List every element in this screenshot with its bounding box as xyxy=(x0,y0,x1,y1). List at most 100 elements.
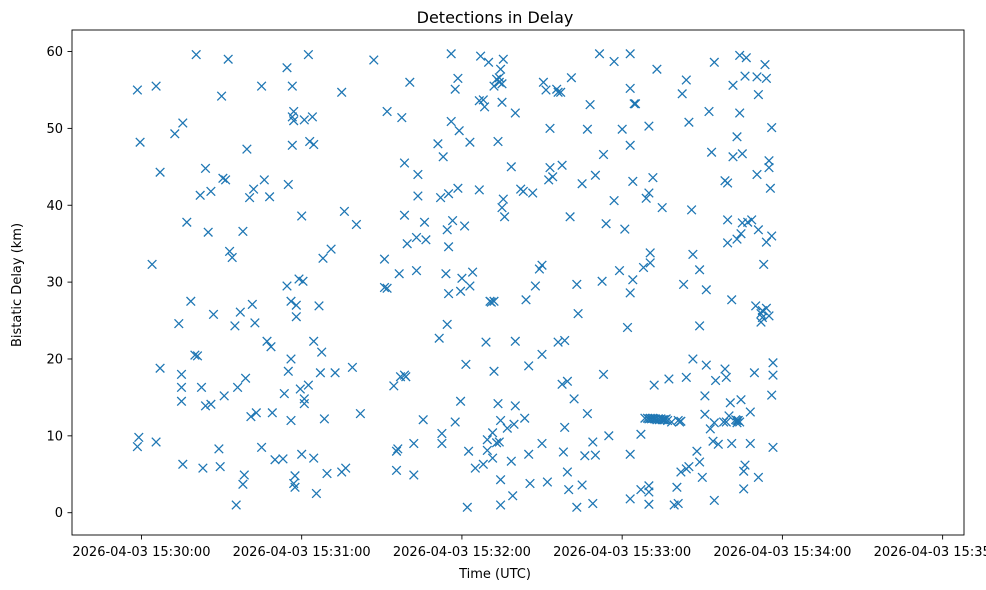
data-point xyxy=(322,468,332,479)
data-point xyxy=(740,71,750,81)
data-point xyxy=(521,295,531,305)
data-point xyxy=(489,296,499,307)
data-point xyxy=(686,205,697,215)
data-point xyxy=(495,64,506,74)
data-point xyxy=(239,470,250,480)
data-point xyxy=(726,438,737,449)
data-point xyxy=(734,417,745,427)
data-point xyxy=(489,366,499,377)
data-point xyxy=(279,388,290,399)
data-point xyxy=(709,418,720,428)
data-point xyxy=(248,184,259,194)
data-point xyxy=(474,185,485,195)
data-point xyxy=(728,80,738,91)
data-point xyxy=(709,57,720,68)
data-point xyxy=(601,218,611,229)
data-point xyxy=(590,450,601,460)
data-point xyxy=(200,163,211,174)
data-point xyxy=(493,136,503,147)
data-point xyxy=(681,75,692,85)
data-point xyxy=(597,276,607,287)
data-point xyxy=(282,281,292,291)
data-point xyxy=(437,428,447,439)
data-point xyxy=(644,121,654,131)
data-point xyxy=(555,87,566,98)
data-point xyxy=(218,173,228,184)
data-point xyxy=(734,50,745,61)
data-point xyxy=(247,299,258,310)
data-point xyxy=(394,268,404,279)
data-point xyxy=(340,463,351,473)
data-point xyxy=(722,178,733,188)
data-point xyxy=(437,438,447,449)
data-point xyxy=(625,494,635,504)
data-point xyxy=(577,178,587,189)
data-point xyxy=(191,49,201,60)
data-point xyxy=(604,431,614,441)
data-point xyxy=(454,125,464,136)
data-point xyxy=(678,279,689,290)
data-point xyxy=(692,446,702,456)
data-point xyxy=(433,139,443,149)
data-point xyxy=(246,411,256,422)
data-point xyxy=(721,417,732,427)
data-point xyxy=(705,424,716,434)
data-point xyxy=(391,465,402,476)
data-point xyxy=(238,226,248,237)
data-point xyxy=(453,183,463,194)
data-point xyxy=(413,169,423,180)
data-point xyxy=(259,175,270,185)
data-point xyxy=(594,49,605,59)
data-point xyxy=(588,437,598,447)
data-point xyxy=(208,309,219,320)
data-point xyxy=(497,202,507,213)
data-point xyxy=(479,102,490,112)
data-point xyxy=(219,391,229,401)
data-point xyxy=(434,333,444,343)
data-point xyxy=(636,484,646,495)
y-tick-label: 40 xyxy=(46,199,63,214)
data-point xyxy=(518,186,529,197)
data-point xyxy=(438,152,448,162)
data-point xyxy=(296,449,307,460)
data-point xyxy=(537,349,547,360)
data-point xyxy=(572,502,582,513)
data-point xyxy=(232,382,243,393)
data-point xyxy=(487,428,498,438)
y-axis: 0 10 20 30 40 50 60 xyxy=(46,45,72,521)
data-point xyxy=(506,162,517,172)
data-point xyxy=(295,384,306,394)
data-point xyxy=(413,191,423,201)
data-point xyxy=(557,379,567,390)
data-point xyxy=(224,246,235,257)
data-point xyxy=(402,238,412,249)
data-point xyxy=(620,224,630,234)
data-point xyxy=(318,253,328,264)
data-point xyxy=(766,122,777,133)
data-point xyxy=(308,336,319,347)
data-point xyxy=(463,446,474,456)
data-point xyxy=(537,260,547,270)
data-point xyxy=(270,454,280,465)
data-point xyxy=(132,441,143,452)
data-point xyxy=(206,186,216,197)
data-point xyxy=(291,300,302,310)
data-point xyxy=(491,438,502,448)
data-point xyxy=(330,368,340,378)
y-axis-title: Bistatic Delay (km) xyxy=(10,223,25,347)
data-point xyxy=(216,91,227,101)
data-point xyxy=(493,398,503,409)
data-point xyxy=(750,301,761,311)
data-point xyxy=(214,444,224,454)
data-point xyxy=(519,413,530,423)
data-point xyxy=(200,401,211,411)
data-point xyxy=(708,436,718,446)
data-point xyxy=(419,217,430,227)
data-point xyxy=(351,219,362,230)
data-point xyxy=(174,318,184,329)
data-point xyxy=(393,444,403,454)
data-point xyxy=(590,170,601,181)
data-point xyxy=(462,502,473,513)
data-point xyxy=(766,231,777,241)
data-point xyxy=(523,449,534,460)
